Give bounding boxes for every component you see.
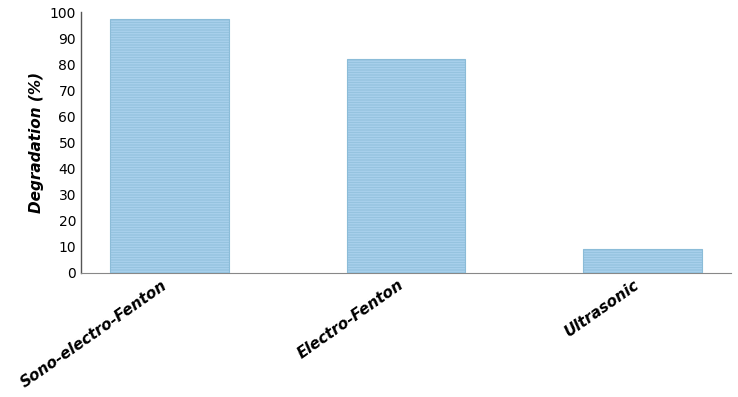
Bar xyxy=(347,59,465,272)
Y-axis label: Degradation (%): Degradation (%) xyxy=(29,72,44,213)
Bar xyxy=(111,19,229,272)
Bar xyxy=(583,249,702,272)
